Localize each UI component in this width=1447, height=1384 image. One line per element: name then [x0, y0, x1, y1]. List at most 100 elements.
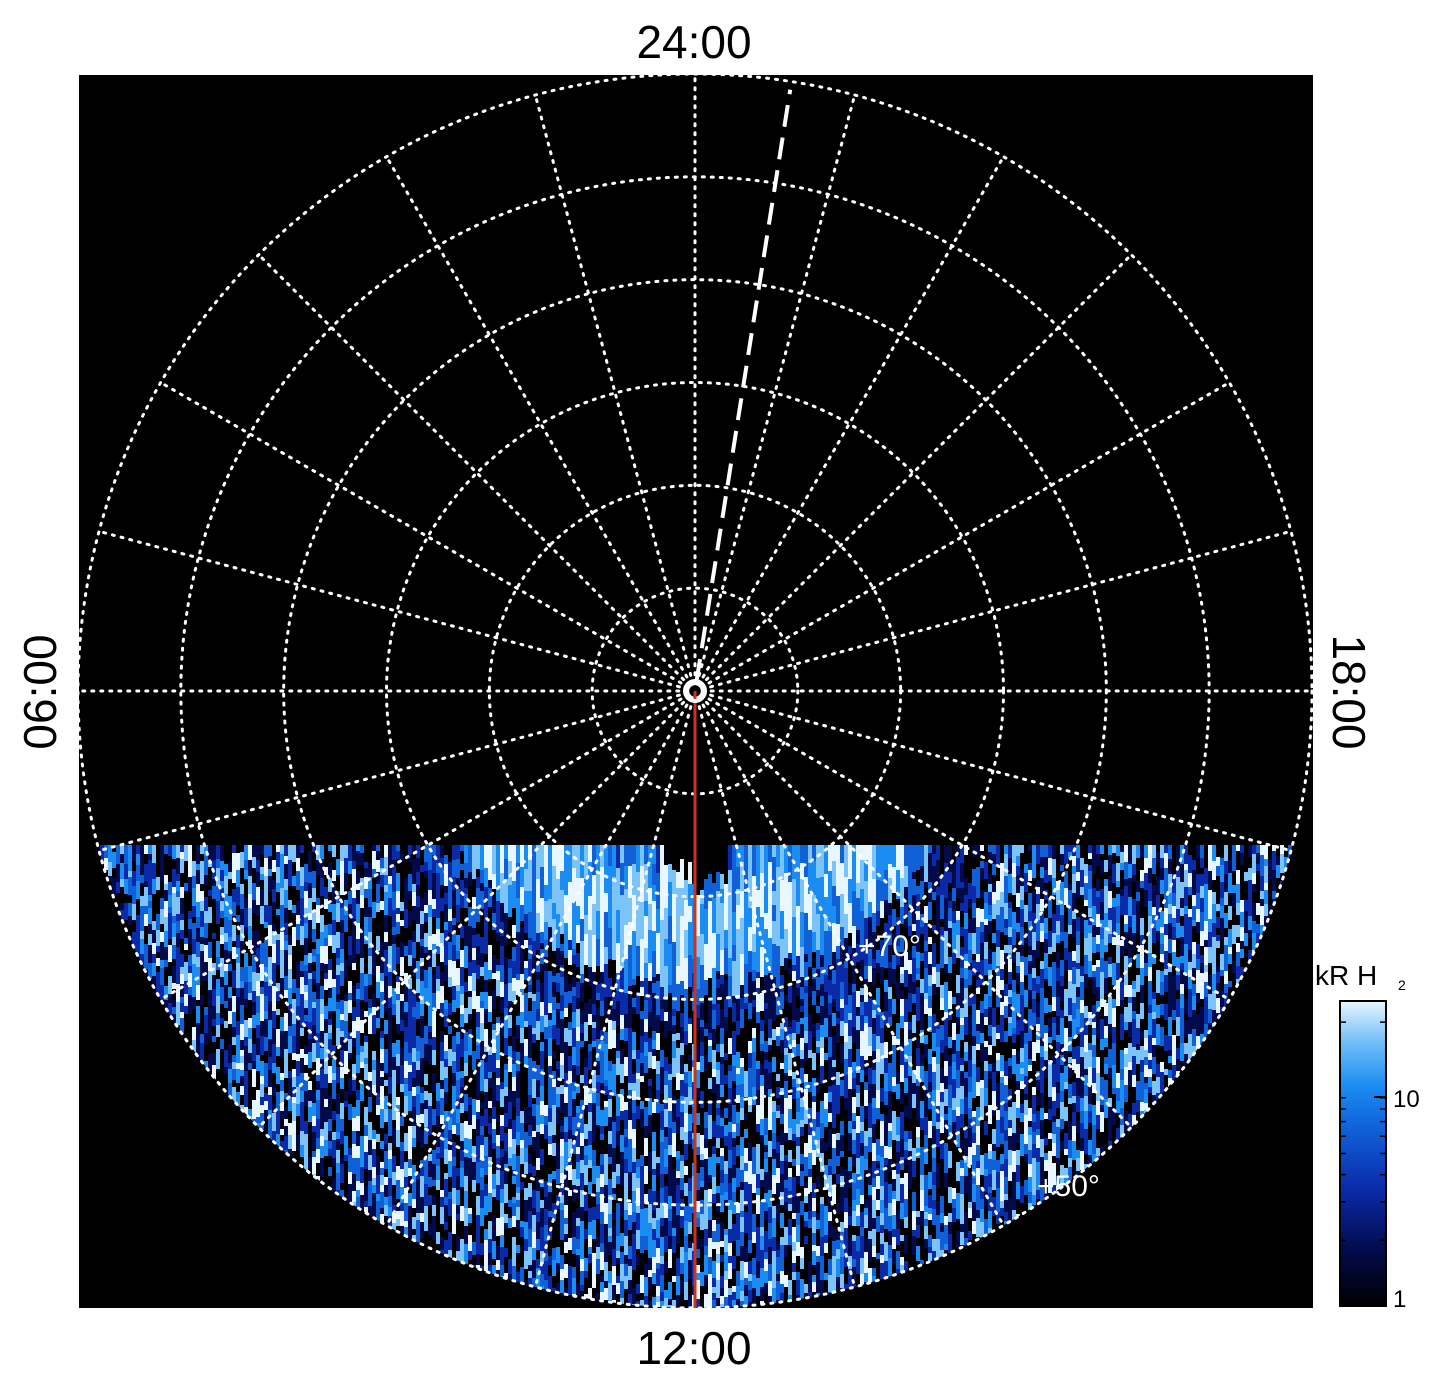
heatmap-cell — [312, 1116, 316, 1126]
heatmap-cell — [720, 1304, 724, 1320]
heatmap-cell — [336, 1067, 340, 1083]
heatmap-cell — [456, 1072, 460, 1080]
heatmap-cell — [660, 947, 664, 964]
heatmap-cell — [416, 1142, 420, 1158]
heatmap-cell — [784, 1033, 788, 1048]
heatmap-cell — [612, 1188, 616, 1194]
heatmap-cell — [716, 917, 720, 934]
heatmap-cell — [788, 953, 792, 959]
heatmap-cell — [768, 1190, 772, 1196]
heatmap-cell — [440, 1190, 444, 1197]
heatmap-cell — [672, 1282, 676, 1300]
heatmap-cell — [544, 1078, 548, 1096]
heatmap-cell — [300, 1145, 304, 1157]
heatmap-cell — [484, 1229, 488, 1240]
heatmap-cell — [816, 1213, 820, 1220]
heatmap-cell — [508, 983, 512, 1001]
heatmap-cell — [348, 1138, 352, 1148]
heatmap-cell — [584, 1258, 588, 1271]
heatmap-cell — [820, 1123, 824, 1138]
heatmap-cell — [380, 1185, 384, 1192]
heatmap-cell — [728, 1065, 732, 1071]
heatmap-cell — [564, 1087, 568, 1103]
heatmap-cell — [460, 1206, 464, 1221]
heatmap-cell — [180, 920, 184, 930]
heatmap-cell — [340, 1031, 344, 1037]
heatmap-cell — [272, 1028, 276, 1044]
heatmap-cell — [504, 965, 508, 984]
heatmap-cell — [208, 1054, 212, 1069]
heatmap-cell — [716, 1169, 720, 1186]
heatmap-cell — [584, 1271, 588, 1278]
heatmap-cell — [460, 1168, 464, 1187]
heatmap-cell — [380, 1077, 384, 1086]
heatmap-cell — [632, 1091, 636, 1100]
heatmap-cell — [492, 1078, 496, 1088]
heatmap-cell — [388, 898, 392, 916]
heatmap-cell — [716, 1125, 720, 1138]
heatmap-cell — [164, 947, 168, 960]
heatmap-cell — [356, 1055, 360, 1066]
heatmap-cell — [480, 1126, 484, 1135]
heatmap-cell — [440, 845, 444, 858]
heatmap-cell — [552, 1171, 556, 1179]
heatmap-cell — [792, 1280, 796, 1288]
heatmap-cell — [716, 1224, 720, 1242]
heatmap-cell — [644, 1166, 648, 1184]
heatmap-cell — [696, 1045, 700, 1062]
heatmap-cell — [328, 1109, 332, 1119]
heatmap-cell — [740, 1211, 744, 1217]
heatmap-cell — [728, 1256, 732, 1263]
heatmap-cell — [664, 1137, 668, 1149]
heatmap-cell — [792, 987, 796, 999]
heatmap-cell — [760, 1227, 764, 1236]
heatmap-cell — [204, 991, 208, 1007]
heatmap-cell — [596, 1274, 600, 1281]
heatmap-cell — [524, 1251, 528, 1269]
heatmap-cell — [616, 910, 620, 943]
heatmap-cell — [780, 911, 784, 939]
heatmap-cell — [528, 860, 532, 891]
heatmap-cell — [636, 1143, 640, 1159]
heatmap-cell — [496, 1260, 500, 1270]
heatmap-cell — [636, 1265, 640, 1284]
heatmap-cell — [536, 972, 540, 980]
heatmap-cell — [724, 1192, 728, 1200]
heatmap-cell — [816, 1047, 820, 1053]
heatmap-cell — [780, 1053, 784, 1063]
heatmap-cell — [508, 959, 512, 968]
heatmap-cell — [764, 1271, 768, 1283]
heatmap-cell — [588, 930, 592, 967]
heatmap-cell — [496, 1042, 500, 1060]
heatmap-cell — [276, 1015, 280, 1021]
heatmap-cell — [176, 874, 180, 881]
heatmap-cell — [764, 975, 768, 989]
heatmap-cell — [548, 1276, 552, 1287]
heatmap-cell — [808, 1153, 812, 1169]
heatmap-cell — [572, 901, 576, 927]
heatmap-cell — [676, 1062, 680, 1073]
heatmap-cell — [212, 975, 216, 989]
heatmap-cell — [448, 1130, 452, 1140]
heatmap-cell — [804, 1176, 808, 1182]
heatmap-cell — [412, 1126, 416, 1132]
heatmap-cell — [308, 1101, 312, 1107]
heatmap-cell — [356, 1116, 360, 1131]
heatmap-cell — [488, 1055, 492, 1072]
heatmap-cell — [816, 977, 820, 990]
heatmap-cell — [348, 1000, 352, 1013]
heatmap-cell — [232, 970, 236, 988]
heatmap-cell — [556, 1154, 560, 1169]
heatmap-cell — [336, 1173, 340, 1190]
heatmap-cell — [772, 1057, 776, 1072]
heatmap-cell — [336, 1132, 340, 1139]
heatmap-cell — [640, 1166, 644, 1185]
heatmap-cell — [216, 1049, 220, 1060]
heatmap-cell — [780, 845, 784, 880]
heatmap-cell — [376, 1105, 380, 1115]
heatmap-cell — [292, 999, 296, 1018]
heatmap-cell — [780, 1174, 784, 1192]
heatmap-cell — [260, 845, 264, 854]
heatmap-cell — [384, 1122, 388, 1134]
heatmap-cell — [240, 1063, 244, 1070]
